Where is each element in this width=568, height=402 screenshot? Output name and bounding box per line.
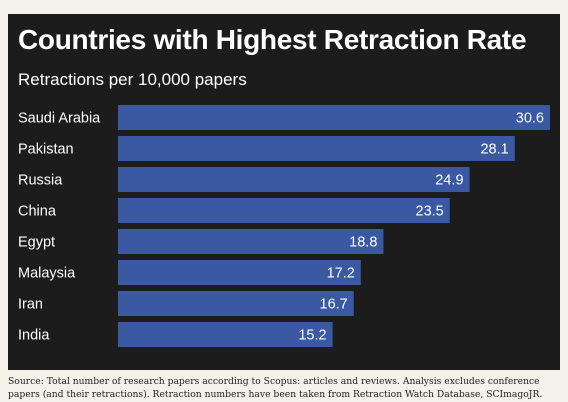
bar [118,229,384,254]
bar-chart: Saudi Arabia 30.6 Pakistan 28.1 Russia 24.9 Ch… [18,105,550,347]
bar [118,322,333,347]
category-label: Egypt [18,235,55,251]
chart-title: Countries with Highest Retraction Rate [18,24,527,55]
value-label: 15.2 [298,328,326,344]
value-label: 16.7 [320,297,348,313]
value-label: 17.2 [327,266,355,282]
value-label: 30.6 [516,111,544,127]
value-label: 28.1 [480,142,508,158]
category-label: Malaysia [18,266,76,282]
bar [118,136,515,161]
bar [118,291,354,316]
category-label: Iran [18,297,43,313]
chart-subtitle: Retractions per 10,000 papers [18,70,247,89]
category-label: Pakistan [18,142,74,158]
category-label: India [18,328,50,344]
bar [118,167,470,192]
bar [118,105,550,130]
category-label: China [18,204,57,220]
category-label: Saudi Arabia [18,111,101,127]
category-label: Russia [18,173,63,189]
chart-panel: Countries with Highest Retraction Rate R… [8,14,560,370]
source-note: Source: Total number of research papers … [8,376,543,400]
bar [118,260,361,285]
value-label: 18.8 [349,235,377,251]
value-label: 23.5 [416,204,444,220]
bar [118,198,450,223]
value-label: 24.9 [435,173,463,189]
